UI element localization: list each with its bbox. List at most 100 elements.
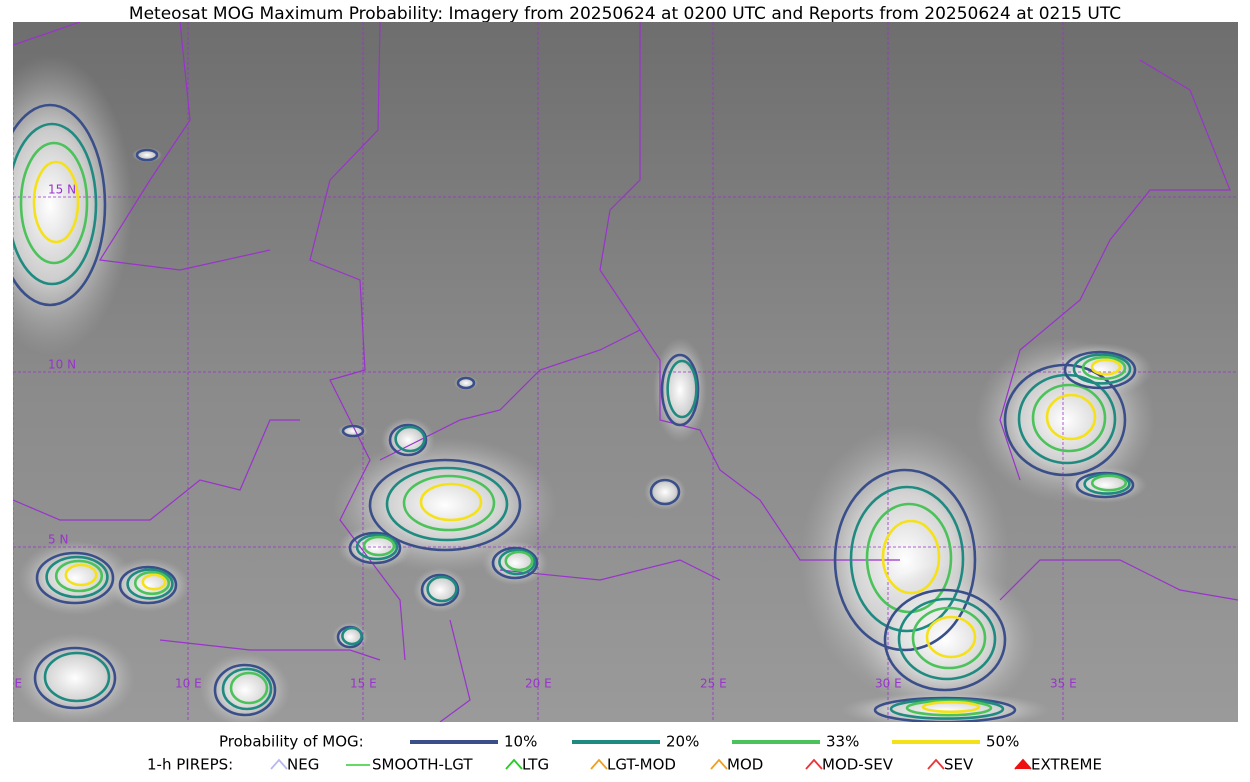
contour — [1072, 353, 1132, 385]
pirep-label: SMOOTH-LGT — [372, 756, 473, 774]
satellite-image: 15 N 10 N 5 N 5 E 10 E 15 E 20 E 25 E 30 E 35 E — [3, 22, 1238, 722]
pirep-icon — [927, 758, 945, 770]
cloud — [106, 558, 190, 612]
contour — [35, 551, 115, 605]
contour — [33, 646, 117, 710]
contour — [221, 667, 273, 711]
legend-label: 20% — [666, 733, 699, 751]
contour — [911, 606, 987, 670]
pirep-label: LTG — [522, 756, 549, 774]
contour — [388, 423, 428, 457]
pirep-icon — [710, 758, 728, 770]
contour — [1063, 350, 1137, 390]
legend-label: 10% — [504, 733, 537, 751]
pirep-label: LGT-MOD — [607, 756, 676, 774]
cloud — [855, 565, 1035, 715]
contour — [1090, 474, 1128, 492]
legend-label: 33% — [826, 733, 859, 751]
contour — [649, 478, 681, 506]
lon-label: 5 E — [3, 677, 22, 691]
borders — [13, 22, 1238, 722]
contour — [64, 563, 98, 587]
pirep-icon — [590, 758, 608, 770]
contour — [32, 160, 80, 244]
pirep-label: SEV — [944, 756, 974, 774]
contour — [118, 565, 178, 605]
contour — [419, 482, 483, 522]
cloud — [18, 540, 132, 616]
contour — [126, 568, 174, 600]
pirep-label: NEG — [287, 756, 319, 774]
contour — [1081, 355, 1127, 381]
pirep-label: MOD — [727, 756, 763, 774]
contour — [865, 502, 953, 614]
contour — [881, 519, 941, 595]
lon-label: 10 E — [175, 677, 202, 691]
contour — [368, 458, 522, 552]
pirep-icon — [805, 758, 823, 770]
lat-label: 15 N — [48, 183, 76, 197]
contour — [456, 376, 476, 390]
lat-label: 5 N — [48, 533, 68, 547]
contour — [833, 468, 977, 652]
pireps-title: 1-h PIREPS: — [147, 756, 233, 774]
contour — [420, 573, 460, 607]
pirep-icon — [1014, 758, 1032, 770]
contour — [141, 573, 167, 591]
contour — [905, 699, 993, 717]
cloud — [200, 652, 290, 722]
contour — [13, 103, 107, 307]
contour — [133, 570, 171, 596]
contour — [1083, 473, 1131, 495]
contour — [229, 671, 269, 705]
contour — [666, 359, 698, 419]
contour — [385, 466, 509, 542]
contour — [348, 531, 402, 565]
title: Meteosat MOG Maximum Probability: Imager… — [129, 4, 1121, 24]
contour — [889, 698, 1005, 720]
contour — [13, 122, 98, 286]
contour — [341, 626, 363, 646]
contour — [362, 535, 396, 557]
contour — [498, 548, 536, 576]
cloud — [1047, 343, 1153, 397]
contour — [19, 141, 89, 265]
contour — [1075, 471, 1135, 499]
contour — [1031, 383, 1107, 453]
pirep-icon — [505, 758, 523, 770]
contour — [45, 555, 109, 599]
contour — [213, 663, 277, 717]
contour — [1045, 393, 1097, 441]
contour — [883, 588, 1007, 692]
legend-title: Probability of MOG: — [219, 733, 364, 751]
contour — [897, 597, 997, 681]
lat-label: 10 N — [48, 358, 76, 372]
graticule — [13, 22, 1238, 722]
contour — [1090, 358, 1122, 376]
cloud — [15, 633, 135, 722]
contour — [54, 559, 104, 593]
pirep-icon — [270, 758, 288, 770]
contour — [849, 485, 965, 633]
contour — [135, 148, 159, 162]
cloud — [13, 55, 133, 355]
contour — [873, 696, 1017, 722]
pirep-label: MOD-SEV — [822, 756, 894, 774]
contour — [394, 425, 426, 453]
legend-label: 50% — [986, 733, 1019, 751]
contour — [341, 424, 365, 438]
lon-label: 30 E — [875, 677, 902, 691]
lon-label: 25 E — [700, 677, 727, 691]
contour — [355, 533, 399, 561]
contour — [921, 700, 981, 714]
contour — [402, 474, 496, 532]
cloud — [653, 337, 707, 443]
contour — [504, 550, 534, 572]
contour — [925, 615, 977, 659]
lon-label: 35 E — [1050, 677, 1077, 691]
lon-label: 20 E — [525, 677, 552, 691]
contour — [43, 651, 111, 703]
pirep-label: EXTREME — [1031, 756, 1102, 774]
contour — [426, 575, 458, 603]
